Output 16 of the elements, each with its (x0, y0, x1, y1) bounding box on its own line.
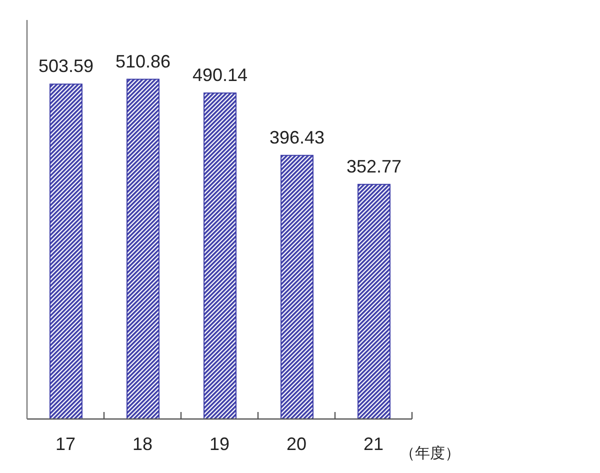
data-label: 503.59 (38, 56, 94, 76)
x-tick-label: 21 (363, 434, 384, 454)
x-axis-title: （年度） (400, 444, 460, 462)
data-label: 352.77 (346, 156, 402, 176)
data-label: 490.14 (192, 65, 248, 86)
bar (204, 92, 236, 419)
x-tick-label: 20 (286, 434, 307, 454)
bar (358, 184, 390, 419)
x-tick-label: 18 (132, 434, 153, 454)
bar (280, 154, 314, 419)
data-label: 510.86 (115, 51, 171, 72)
x-tick-label: 19 (209, 434, 230, 454)
bar (50, 84, 82, 419)
bar (126, 78, 160, 419)
data-label: 396.43 (269, 127, 325, 148)
x-tick-label: 17 (55, 434, 76, 454)
